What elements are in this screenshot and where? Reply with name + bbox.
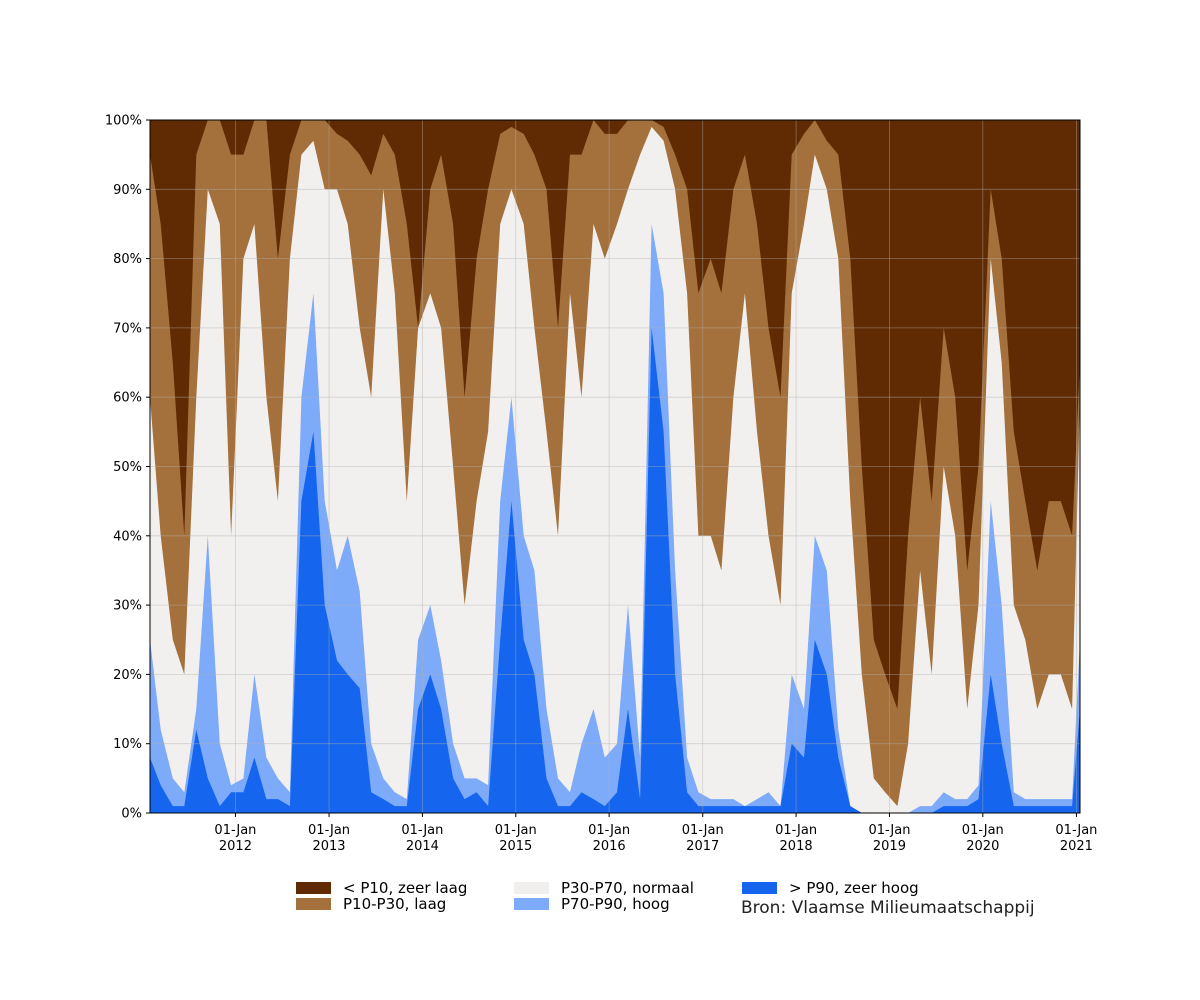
y-tick-label: 80% — [113, 252, 142, 267]
legend-label-hoog: P70-P90, hoog — [561, 895, 670, 913]
x-tick-label-year: 2021 — [1060, 839, 1093, 854]
legend-swatch-normaal — [514, 882, 549, 894]
y-tick-label: 0% — [121, 807, 142, 822]
legend-label-laag: P10-P30, laag — [343, 895, 447, 913]
y-tick-label: 100% — [105, 114, 142, 129]
x-tick-label-year: 2013 — [312, 839, 345, 854]
x-tick-label-day: 01-Jan — [495, 823, 537, 838]
legend-swatch-hoog — [514, 898, 549, 910]
legend-swatch-laag — [296, 898, 331, 910]
x-tick-label-day: 01-Jan — [682, 823, 724, 838]
area-normaal — [150, 126, 1080, 813]
legend-item-normaal: P30-P70, normaal — [514, 880, 694, 896]
legend: < P10, zeer laag P10-P30, laag P30-P70, … — [296, 880, 1076, 920]
legend-swatch-zeer-laag — [296, 882, 331, 894]
y-axis: 0% 10% 20% 30% 40% 50% 60% 70% 80% 90% 100% — [105, 114, 150, 822]
y-tick-label: 60% — [113, 391, 142, 406]
legend-label-normaal: P30-P70, normaal — [561, 879, 694, 897]
legend-item-hoog: P70-P90, hoog — [514, 896, 670, 912]
legend-item-zeer-hoog: > P90, zeer hoog — [742, 880, 919, 896]
x-tick-label-year: 2019 — [873, 839, 906, 854]
y-tick-label: 40% — [113, 529, 142, 544]
y-tick-label: 30% — [113, 599, 142, 614]
x-tick-label-day: 01-Jan — [775, 823, 817, 838]
legend-item-laag: P10-P30, laag — [296, 896, 446, 912]
x-tick-label-year: 2012 — [219, 839, 252, 854]
x-tick-label-year: 2015 — [499, 839, 532, 854]
x-tick-label-day: 01-Jan — [308, 823, 350, 838]
y-tick-label: 10% — [113, 737, 142, 752]
legend-label-zeer-hoog: > P90, zeer hoog — [789, 879, 919, 897]
legend-swatch-zeer-hoog — [742, 882, 777, 894]
x-tick-label-year: 2016 — [593, 839, 626, 854]
x-tick-label-day: 01-Jan — [588, 823, 630, 838]
x-axis: 01-Jan201201-Jan201301-Jan201401-Jan2015… — [214, 813, 1097, 854]
y-tick-label: 90% — [113, 183, 142, 198]
x-tick-label-day: 01-Jan — [1055, 823, 1097, 838]
x-tick-label-day: 01-Jan — [962, 823, 1004, 838]
legend-item-zeer-laag: < P10, zeer laag — [296, 880, 467, 896]
x-tick-label-day: 01-Jan — [214, 823, 256, 838]
x-tick-label-year: 2018 — [780, 839, 813, 854]
x-tick-label-day: 01-Jan — [868, 823, 910, 838]
x-tick-label-year: 2014 — [406, 839, 439, 854]
x-tick-label-year: 2020 — [966, 839, 999, 854]
y-tick-label: 50% — [113, 460, 142, 475]
x-tick-label-year: 2017 — [686, 839, 719, 854]
legend-label-zeer-laag: < P10, zeer laag — [343, 879, 468, 897]
y-tick-label: 70% — [113, 321, 142, 336]
source-label: Bron: Vlaamse Milieumaatschappij — [741, 898, 1035, 918]
y-tick-label: 20% — [113, 668, 142, 683]
x-tick-label-day: 01-Jan — [401, 823, 443, 838]
area-zeer-hoog — [150, 327, 1080, 813]
